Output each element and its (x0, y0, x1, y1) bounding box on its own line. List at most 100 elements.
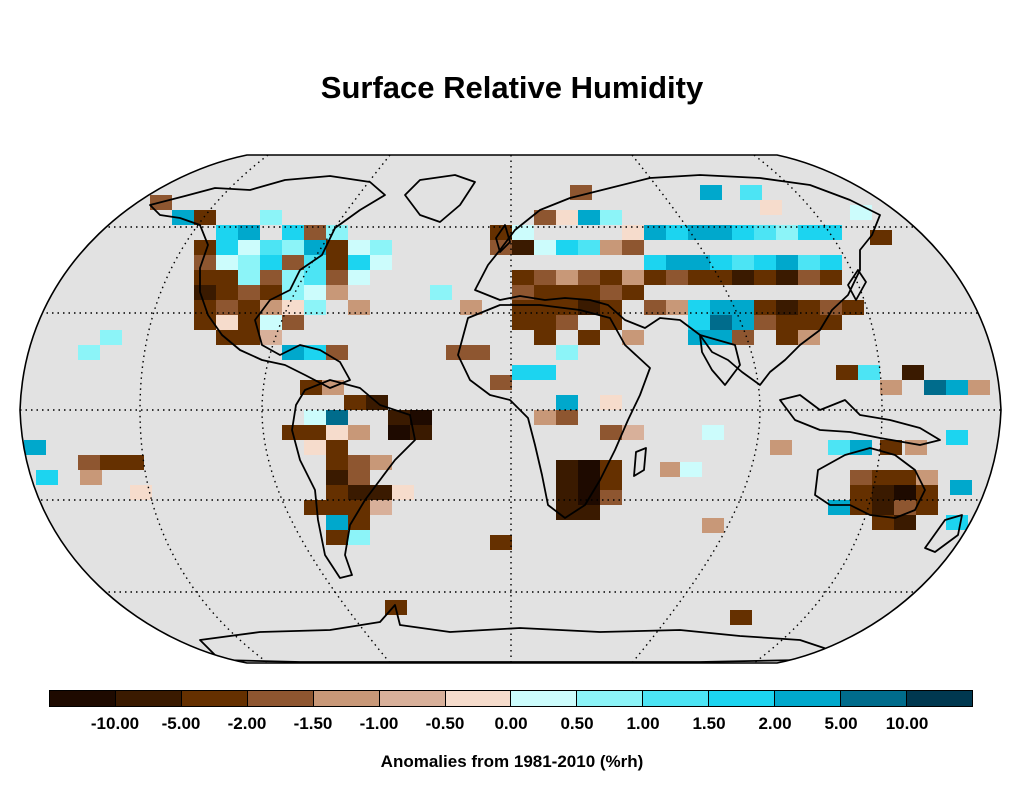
anomaly-cell (946, 430, 968, 445)
anomaly-cell (732, 315, 754, 330)
anomaly-cell (894, 470, 916, 485)
anomaly-cell (600, 315, 622, 330)
anomaly-cell (260, 285, 282, 300)
anomaly-cell (304, 255, 326, 270)
anomaly-cell (238, 225, 260, 240)
anomaly-cell (100, 330, 122, 345)
anomaly-cell (732, 330, 754, 345)
anomaly-cell (556, 475, 578, 490)
colorbar-swatch (709, 691, 776, 706)
anomaly-cell (872, 500, 894, 515)
anomaly-cell (776, 330, 798, 345)
anomaly-cell (348, 240, 370, 255)
colorbar-swatch (115, 691, 182, 706)
anomaly-cell (260, 315, 282, 330)
anomaly-cell (326, 285, 348, 300)
anomaly-cell (348, 255, 370, 270)
anomaly-cell (512, 365, 534, 380)
anomaly-cell (238, 240, 260, 255)
colorbar-tick-label: 1.00 (626, 714, 660, 733)
anomaly-cell (924, 380, 946, 395)
anomaly-cell (870, 230, 892, 245)
anomaly-cell (740, 185, 762, 200)
anomaly-cell (880, 380, 902, 395)
anomaly-cell (370, 500, 392, 515)
anomaly-cell (78, 455, 100, 470)
anomaly-cell (348, 300, 370, 315)
anomaly-cell (754, 315, 776, 330)
anomaly-cell (858, 365, 880, 380)
anomaly-cell (688, 300, 710, 315)
anomaly-cell (282, 315, 304, 330)
anomaly-cell (534, 315, 556, 330)
anomaly-cell (304, 225, 326, 240)
anomaly-cell (660, 462, 682, 477)
anomaly-cell (326, 515, 348, 530)
anomaly-cell (216, 255, 238, 270)
anomaly-cell (468, 345, 490, 360)
anomaly-cell (688, 270, 710, 285)
anomaly-cell (446, 345, 468, 360)
anomaly-cell (238, 300, 260, 315)
anomaly-cell (534, 410, 556, 425)
colorbar-tick-label: -1.00 (359, 714, 399, 733)
anomaly-cell (710, 255, 732, 270)
anomaly-cell (710, 300, 732, 315)
anomaly-cell (370, 240, 392, 255)
anomaly-cell (304, 240, 326, 255)
meridian-e60 (631, 155, 761, 663)
anomaly-cell (534, 270, 556, 285)
anomaly-cell (348, 530, 370, 545)
anomaly-cell (410, 425, 432, 440)
colorbar-swatch (379, 691, 446, 706)
anomaly-cell (326, 440, 348, 455)
anomaly-cell (410, 410, 432, 425)
anomaly-cell (348, 425, 370, 440)
anomaly-cell (304, 345, 326, 360)
anomaly-cell (754, 300, 776, 315)
anomaly-cell (512, 240, 534, 255)
anomaly-cell (326, 255, 348, 270)
anomaly-cell (534, 285, 556, 300)
colorbar-swatch (445, 691, 512, 706)
anomaly-cell (326, 345, 348, 360)
anomaly-cell (194, 270, 216, 285)
anomaly-cell (556, 395, 578, 410)
colorbar-swatch (313, 691, 380, 706)
anomaly-cell (666, 255, 688, 270)
anomaly-cell (216, 270, 238, 285)
anomaly-cell (130, 485, 152, 500)
anomaly-cell (370, 255, 392, 270)
anomaly-cell (644, 300, 666, 315)
anomaly-cell (282, 285, 304, 300)
anomaly-cell (556, 490, 578, 505)
anomaly-cell (282, 255, 304, 270)
anomaly-cell (326, 500, 348, 515)
colorbar-swatch (841, 691, 907, 706)
anomaly-cell (578, 240, 600, 255)
anomaly-cell (730, 610, 752, 625)
anomaly-cell (732, 225, 754, 240)
meridian-w120 (139, 155, 269, 663)
south-america-coast (291, 379, 416, 579)
anomaly-cell (622, 225, 644, 240)
colorbar-swatch (775, 691, 842, 706)
anomaly-cell (36, 470, 58, 485)
meridian-e120 (753, 155, 883, 663)
anomaly-cell (578, 475, 600, 490)
anomaly-cell (578, 210, 600, 225)
anomaly-cell (902, 365, 924, 380)
colorbar-swatch (50, 691, 116, 706)
anomaly-cell (968, 380, 990, 395)
anomaly-cell (344, 395, 366, 410)
anomaly-cell (304, 300, 326, 315)
globe-outline (19, 154, 1002, 664)
anomaly-cell (850, 500, 872, 515)
anomaly-cell (710, 270, 732, 285)
anomaly-cell (216, 300, 238, 315)
new-zealand-coast (924, 514, 963, 553)
anomaly-cell (680, 462, 702, 477)
anomaly-cell (776, 225, 798, 240)
colorbar-tick-label: -1.50 (293, 714, 333, 733)
anomaly-cell (798, 300, 820, 315)
